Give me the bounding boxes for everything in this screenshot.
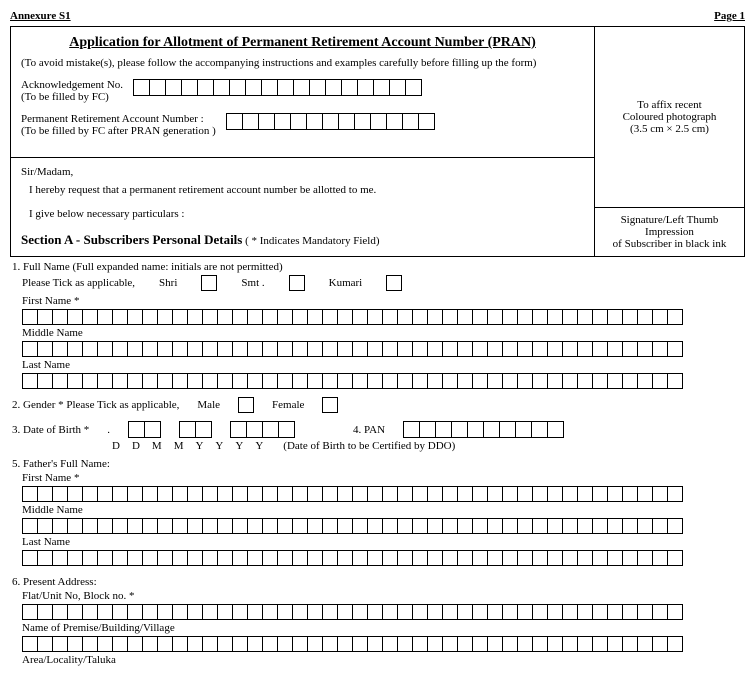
q5-first-boxes[interactable] — [22, 486, 743, 502]
pran-boxes[interactable] — [226, 113, 435, 130]
q1-middle-boxes[interactable] — [22, 341, 743, 357]
ack-boxes[interactable] — [133, 79, 422, 96]
photo-box: To affix recent Coloured photograph (3.5… — [595, 27, 744, 208]
q1-heading: 1. Full Name (Full expanded name: initia… — [12, 261, 743, 273]
q6-premise-boxes[interactable] — [22, 636, 743, 652]
q1-first-label: First Name * — [22, 295, 743, 307]
dob-dd-boxes[interactable] — [128, 421, 161, 438]
q1-opt-kumari: Kumari — [329, 277, 363, 289]
checkbox-female[interactable] — [322, 397, 338, 413]
q2-male-label: Male — [197, 399, 220, 411]
form-instructions: (To avoid mistake(s), please follow the … — [21, 57, 584, 69]
pran-label: Permanent Retirement Account Number : (T… — [21, 113, 216, 137]
q1-tick-row: Please Tick as applicable, Shri Smt . Ku… — [22, 275, 743, 291]
annexure-label: Annexure S1 — [10, 10, 71, 22]
q1-last-boxes[interactable] — [22, 373, 743, 389]
sig-line-2: of Subscriber in black ink — [613, 238, 727, 250]
pan-boxes[interactable] — [403, 421, 564, 438]
request-line-2: I give below necessary particulars : — [29, 208, 584, 220]
request-line-1: I hereby request that a permanent retire… — [29, 184, 584, 196]
q3-q4-row: 3. Date of Birth * . 4. PAN D D M M Y Y … — [12, 421, 743, 452]
q6-flat-boxes[interactable] — [22, 604, 743, 620]
q1-first-boxes[interactable] — [22, 309, 743, 325]
q3-label: 3. Date of Birth * — [12, 424, 89, 436]
q1-last-label: Last Name — [22, 359, 743, 371]
ack-label-2: (To be filled by FC) — [21, 91, 109, 103]
q4-label: 4. PAN — [353, 424, 385, 436]
checkbox-kumari[interactable] — [386, 275, 402, 291]
ack-label: Acknowledgement No. (To be filled by FC) — [21, 79, 123, 103]
section-a-note: ( * Indicates Mandatory Field) — [242, 235, 379, 247]
q6-premise-label: Name of Premise/Building/Village — [22, 622, 743, 634]
q5-middle-label: Middle Name — [22, 504, 743, 516]
checkbox-male[interactable] — [238, 397, 254, 413]
section-a-title: Section A - Subscribers Personal Details… — [21, 232, 584, 248]
pran-row: Permanent Retirement Account Number : (T… — [21, 113, 584, 137]
photo-line-1: To affix recent — [637, 99, 701, 111]
q1-middle-label: Middle Name — [22, 327, 743, 339]
q6-label: 6. Present Address: — [12, 576, 743, 588]
sig-line-1: Signature/Left Thumb Impression — [621, 214, 719, 238]
section-a-body: 1. Full Name (Full expanded name: initia… — [10, 261, 745, 666]
page-header: Annexure S1 Page 1 — [10, 10, 745, 22]
form-title: Application for Allotment of Permanent R… — [21, 35, 584, 51]
mid-block: Sir/Madam, I hereby request that a perma… — [11, 158, 594, 256]
q5-name-block: First Name * Middle Name Last Name — [22, 472, 743, 566]
q1-tick-label: Please Tick as applicable, — [22, 277, 135, 289]
checkbox-smt[interactable] — [289, 275, 305, 291]
top-block: Application for Allotment of Permanent R… — [11, 27, 594, 158]
photo-line-2: Coloured photograph — [623, 111, 717, 123]
checkbox-shri[interactable] — [201, 275, 217, 291]
dob-yyyy-boxes[interactable] — [230, 421, 295, 438]
signature-box: Signature/Left Thumb Impression of Subsc… — [595, 208, 744, 256]
q2-label: 2. Gender * Please Tick as applicable, — [12, 399, 179, 411]
q5-label: 5. Father's Full Name: — [12, 458, 743, 470]
dob-letters: D D M M Y Y Y Y (Date of Birth to be Cer… — [112, 440, 743, 452]
q1-name-block: First Name * Middle Name Last Name — [22, 295, 743, 389]
q3-note: (Date of Birth to be Certified by DDO) — [283, 440, 455, 452]
q5-last-label: Last Name — [22, 536, 743, 548]
q5-first-label: First Name * — [22, 472, 743, 484]
q5-last-boxes[interactable] — [22, 550, 743, 566]
photo-line-3: (3.5 cm × 2.5 cm) — [630, 123, 709, 135]
dob-mm-boxes[interactable] — [179, 421, 212, 438]
q2-female-label: Female — [272, 399, 304, 411]
q6-addr-block: Flat/Unit No, Block no. * Name of Premis… — [22, 590, 743, 666]
salutation: Sir/Madam, — [21, 166, 584, 178]
q1-opt-smt: Smt . — [241, 277, 264, 289]
ack-label-1: Acknowledgement No. — [21, 79, 123, 91]
section-a-text: Section A - Subscribers Personal Details — [21, 232, 242, 247]
q6-flat-label: Flat/Unit No, Block no. * — [22, 590, 743, 602]
pran-label-2: (To be filled by FC after PRAN generatio… — [21, 125, 216, 137]
page-label: Page 1 — [714, 10, 745, 22]
q2-row: 2. Gender * Please Tick as applicable, M… — [12, 397, 743, 413]
pran-label-1: Permanent Retirement Account Number : — [21, 113, 204, 125]
q1-opt-shri: Shri — [159, 277, 177, 289]
main-frame: Application for Allotment of Permanent R… — [10, 26, 745, 257]
ack-row: Acknowledgement No. (To be filled by FC) — [21, 79, 584, 103]
q6-area-label: Area/Locality/Taluka — [22, 654, 743, 666]
right-column: To affix recent Coloured photograph (3.5… — [594, 27, 744, 256]
q5-middle-boxes[interactable] — [22, 518, 743, 534]
left-column: Application for Allotment of Permanent R… — [11, 27, 594, 256]
